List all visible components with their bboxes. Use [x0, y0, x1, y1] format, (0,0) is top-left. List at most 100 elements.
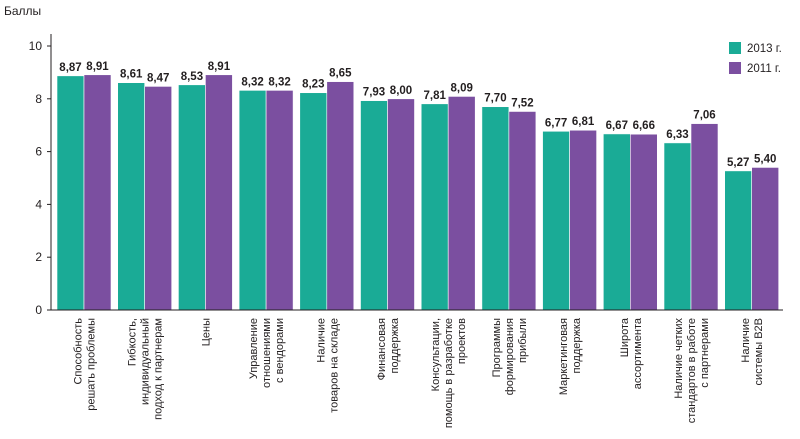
bar-2011-12: [751, 167, 780, 311]
bars: [56, 74, 780, 311]
category-label-line: формирования: [504, 318, 516, 395]
data-labels: 8,87 8,61 8,53 8,32 8,23 7,93 7,81 7,70 6,77 6,67…: [59, 61, 776, 169]
category-label-line: Наличие четких: [673, 318, 685, 399]
category-label-line: прибыли: [517, 318, 529, 363]
bar-2011-10: [629, 133, 658, 311]
bar-2011-9: [569, 129, 597, 311]
y-tick-label: 6: [35, 145, 42, 159]
data-label: 8,53: [181, 71, 203, 83]
category-label-line: Программы: [491, 318, 503, 378]
data-label: 8,91: [86, 61, 109, 73]
data-label: 5,40: [754, 153, 776, 165]
category-label-line: поддержка: [571, 317, 583, 373]
category-label-line: товаров на складе: [328, 318, 340, 413]
data-label: 6,77: [545, 117, 567, 129]
data-label: 8,09: [451, 82, 473, 94]
bar-2011-8: [508, 111, 537, 311]
category-label: Наличие четких стандартов в работе с партн…: [673, 318, 711, 424]
legend-swatch: [729, 42, 741, 54]
category-label-line: поддержка: [389, 317, 401, 373]
y-tick-label: 0: [35, 303, 42, 317]
category-label-line: системы B2B: [753, 318, 765, 386]
category-label-line: Цены: [200, 318, 212, 346]
bar-2013-4: [238, 90, 267, 311]
category-label-line: Широта: [619, 317, 631, 357]
category-label-line: Наличие: [315, 318, 327, 363]
bar-2013-7: [420, 103, 449, 311]
bar-2013-11: [663, 142, 692, 311]
data-label: 6,33: [666, 129, 688, 141]
legend-label: 2013 г.: [747, 43, 782, 55]
bar-2011-11: [690, 123, 719, 311]
legend: 2013 г. 2011 г.: [729, 42, 782, 75]
data-label: 5,27: [727, 157, 749, 169]
bar-2013-1: [56, 75, 85, 311]
bar-2013-3: [178, 84, 206, 311]
bar-2013-6: [360, 100, 388, 311]
category-label-line: с партнерами: [699, 318, 711, 388]
category-label-line: Консультации,: [430, 318, 442, 391]
category-label: Гибкость, индивидуальный подход к партнера…: [127, 318, 165, 420]
data-label: 7,70: [484, 93, 506, 105]
bar-2013-12: [724, 170, 753, 311]
y-tick-label: 4: [35, 197, 42, 211]
category-label-line: помощь в разработке: [443, 318, 455, 428]
bar-2011-3: [205, 74, 233, 311]
category-label: Наличие системы B2B: [740, 318, 765, 386]
category-label-line: Финансовая: [376, 318, 388, 380]
data-label: 8,61: [120, 69, 143, 81]
data-label: 7,06: [693, 110, 715, 122]
bar-2011-4: [265, 90, 294, 311]
category-label-line: решать проблемы: [86, 318, 98, 411]
bar-2011-5: [326, 81, 355, 311]
data-label: 7,81: [424, 90, 447, 102]
data-label: 8,47: [147, 72, 169, 84]
y-tick-label: 2: [35, 250, 42, 264]
category-label-line: Способность: [73, 318, 85, 385]
data-label: 8,91: [208, 61, 231, 73]
bar-2013-9: [542, 130, 570, 311]
category-label: Способность решать проблемы: [73, 318, 98, 411]
data-label: 6,67: [606, 120, 628, 132]
category-label-line: проектов: [456, 318, 468, 364]
data-label: 6,81: [572, 116, 595, 128]
category-label-line: Гибкость,: [127, 318, 139, 366]
category-label-line: Маркетинговая: [558, 318, 570, 395]
legend-swatch: [729, 62, 741, 74]
y-axis-title: Баллы: [4, 4, 41, 18]
y-tick-label: 10: [29, 39, 43, 53]
data-label: 6,66: [633, 120, 655, 132]
category-label-line: индивидуальный: [140, 318, 152, 405]
data-label: 8,32: [268, 76, 290, 88]
category-label: Финансовая поддержка: [376, 317, 401, 380]
data-label: 7,52: [511, 97, 533, 109]
data-label: 8,87: [59, 62, 81, 74]
y-tick-label: 8: [35, 92, 42, 106]
legend-label: 2011 г.: [747, 63, 781, 75]
category-label: Наличие товаров на складе: [315, 318, 340, 413]
bar-2013-2: [117, 82, 145, 311]
data-label: 8,32: [241, 76, 263, 88]
y-axis: 0 2 4 6 8 10: [29, 34, 52, 317]
data-label: 7,93: [363, 87, 385, 99]
category-label: Управление отношениями с вендорами: [248, 318, 286, 388]
bar-2011-1: [83, 74, 112, 311]
data-label: 8,23: [302, 79, 324, 91]
bar-2011-6: [387, 98, 415, 311]
category-label-line: с вендорами: [274, 318, 286, 383]
category-label: Широта ассортимента: [619, 317, 644, 389]
category-label: Программы формирования прибыли: [491, 318, 529, 395]
bar-2011-7: [447, 96, 476, 311]
category-label: Маркетинговая поддержка: [558, 317, 583, 395]
category-label-line: Наличие: [740, 318, 752, 363]
category-label-line: Управление: [248, 318, 260, 379]
category-label-line: подход к партнерам: [153, 318, 165, 420]
data-label: 8,00: [390, 85, 412, 97]
category-label-line: ассортимента: [632, 317, 644, 389]
bar-2013-10: [602, 133, 631, 311]
category-label-line: стандартов в работе: [686, 318, 698, 423]
category-labels: Способность решать проблемы Гибкость, индив…: [73, 317, 766, 428]
category-label-line: отношениями: [261, 318, 273, 388]
bar-2011-2: [144, 86, 172, 311]
